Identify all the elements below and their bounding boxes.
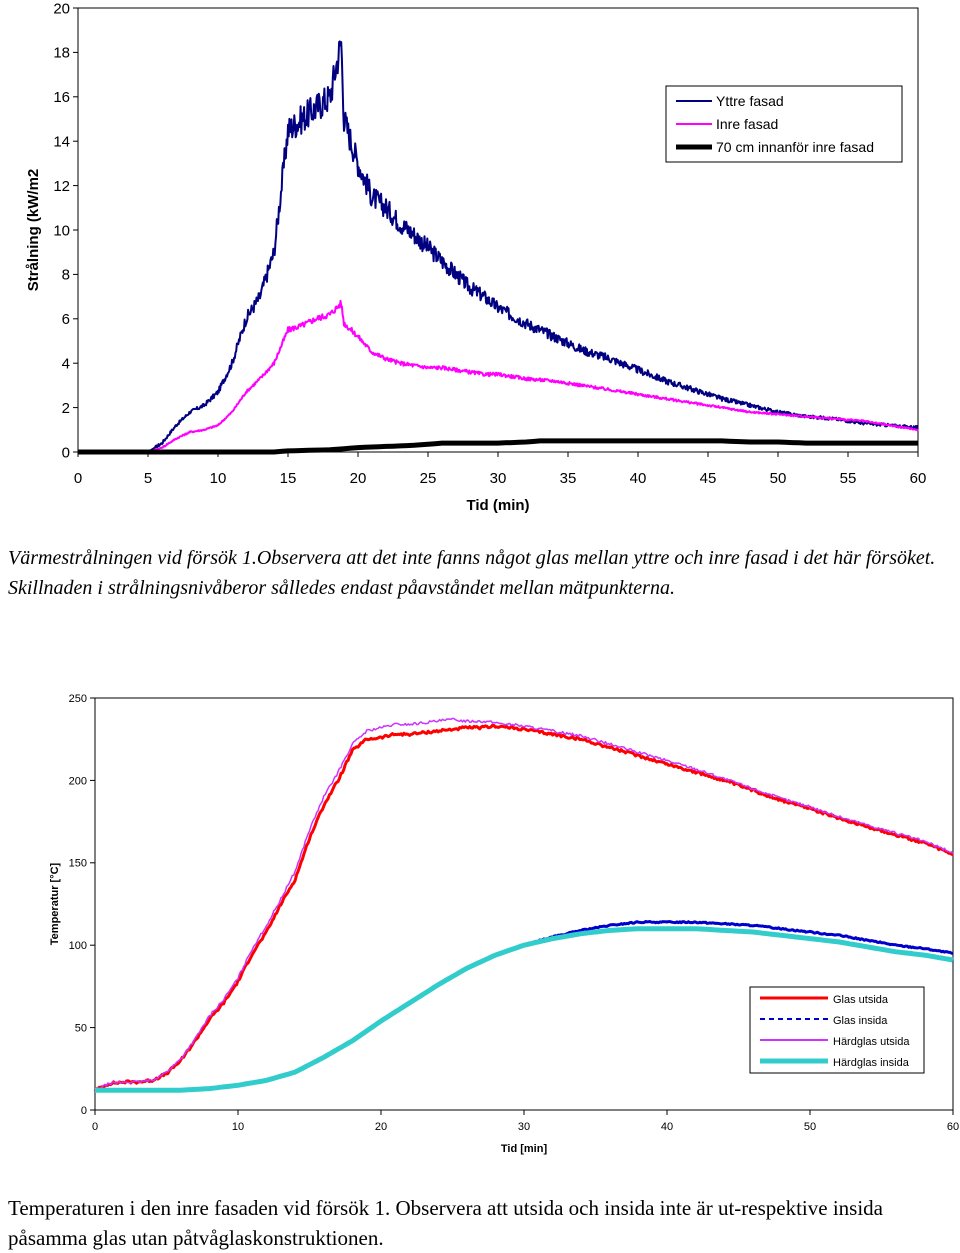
legend-label-glas-insida: Glas insida [833,1015,888,1027]
legend-label-yttre: Yttre fasad [716,93,784,109]
y-tick-label: 8 [62,267,70,284]
y-tick-label: 0 [81,1105,87,1117]
x-tick-label: 50 [770,470,787,487]
x-tick-label: 0 [74,470,82,487]
x-tick-label: 20 [350,470,367,487]
x-tick-label: 10 [210,470,227,487]
x-tick-label: 50 [804,1121,816,1133]
series-line-2 [94,717,954,1091]
x-tick-label: 0 [92,1121,98,1133]
x-tick-label: 60 [947,1121,959,1133]
x-ticks: 0 5 10 15 20 25 30 35 40 45 50 55 60 [74,452,927,487]
legend-label-hardglas-utsida: Härdglas utsida [833,1036,910,1048]
y-tick-label: 14 [53,133,70,150]
legend-label-hardglas-insida: Härdglas insida [833,1057,910,1069]
y-tick-label: 18 [53,45,70,62]
x-tick-label: 60 [910,470,927,487]
caption-radiation: Värmestrålningen vid försök 1.Observera … [8,547,936,599]
y-tick-label: 16 [53,89,70,106]
x-axis-label: Tid (min) [466,497,529,514]
y-tick-label: 0 [62,444,70,461]
y-tick-label: 150 [69,858,87,870]
radiation-chart: 0 2 4 6 8 10 12 14 16 18 20 0 5 10 15 20 25 30 35 40 45 50 55… [25,0,927,514]
x-tick-label: 20 [375,1121,387,1133]
legend: Yttre fasad Inre fasad 70 cm innanför in… [665,85,903,163]
series-lines [93,717,954,1093]
x-tick-label: 40 [661,1121,673,1133]
caption-temperature: Temperaturen i den inre fasaden vid förs… [8,1196,883,1250]
x-tick-label: 30 [490,470,507,487]
x-tick-label: 35 [560,470,577,487]
y-tick-label: 50 [75,1022,87,1034]
legend-label-innanfor: 70 cm innanför inre fasad [716,139,874,155]
y-tick-label: 12 [53,178,70,195]
y-tick-label: 100 [69,940,87,952]
x-tick-label: 25 [420,470,437,487]
y-ticks: 0 50 100 150 200 250 [69,693,95,1117]
x-tick-label: 5 [144,470,152,487]
legend-label-glas-utsida: Glas utsida [833,994,889,1006]
y-tick-label: 4 [62,355,70,372]
x-axis-label: Tid [min] [501,1143,548,1155]
x-tick-label: 15 [280,470,297,487]
y-axis-label: Strålning (kW/m2 [25,169,42,292]
y-tick-label: 10 [53,222,70,239]
x-tick-label: 30 [518,1121,530,1133]
series-line-2 [78,438,918,455]
y-tick-label: 200 [69,775,87,787]
y-tick-label: 20 [53,0,70,17]
x-tick-label: 10 [232,1121,244,1133]
legend: Glas utsida Glas insida Härdglas utsida … [749,986,925,1074]
series-line-1 [77,299,919,453]
y-axis-label: Temperatur [°C] [49,862,61,945]
y-tick-label: 250 [69,693,87,705]
series-line-3 [95,926,954,1093]
x-ticks: 0 10 20 30 40 50 60 [92,1110,959,1133]
series-lines [77,40,919,455]
y-tick-label: 2 [62,400,70,417]
y-tick-label: 6 [62,311,70,328]
x-tick-label: 40 [630,470,647,487]
legend-label-inre: Inre fasad [716,116,778,132]
y-ticks: 0 2 4 6 8 10 12 14 16 18 20 [53,0,78,461]
x-tick-label: 45 [700,470,717,487]
plot-area [77,7,919,453]
x-tick-label: 55 [840,470,857,487]
